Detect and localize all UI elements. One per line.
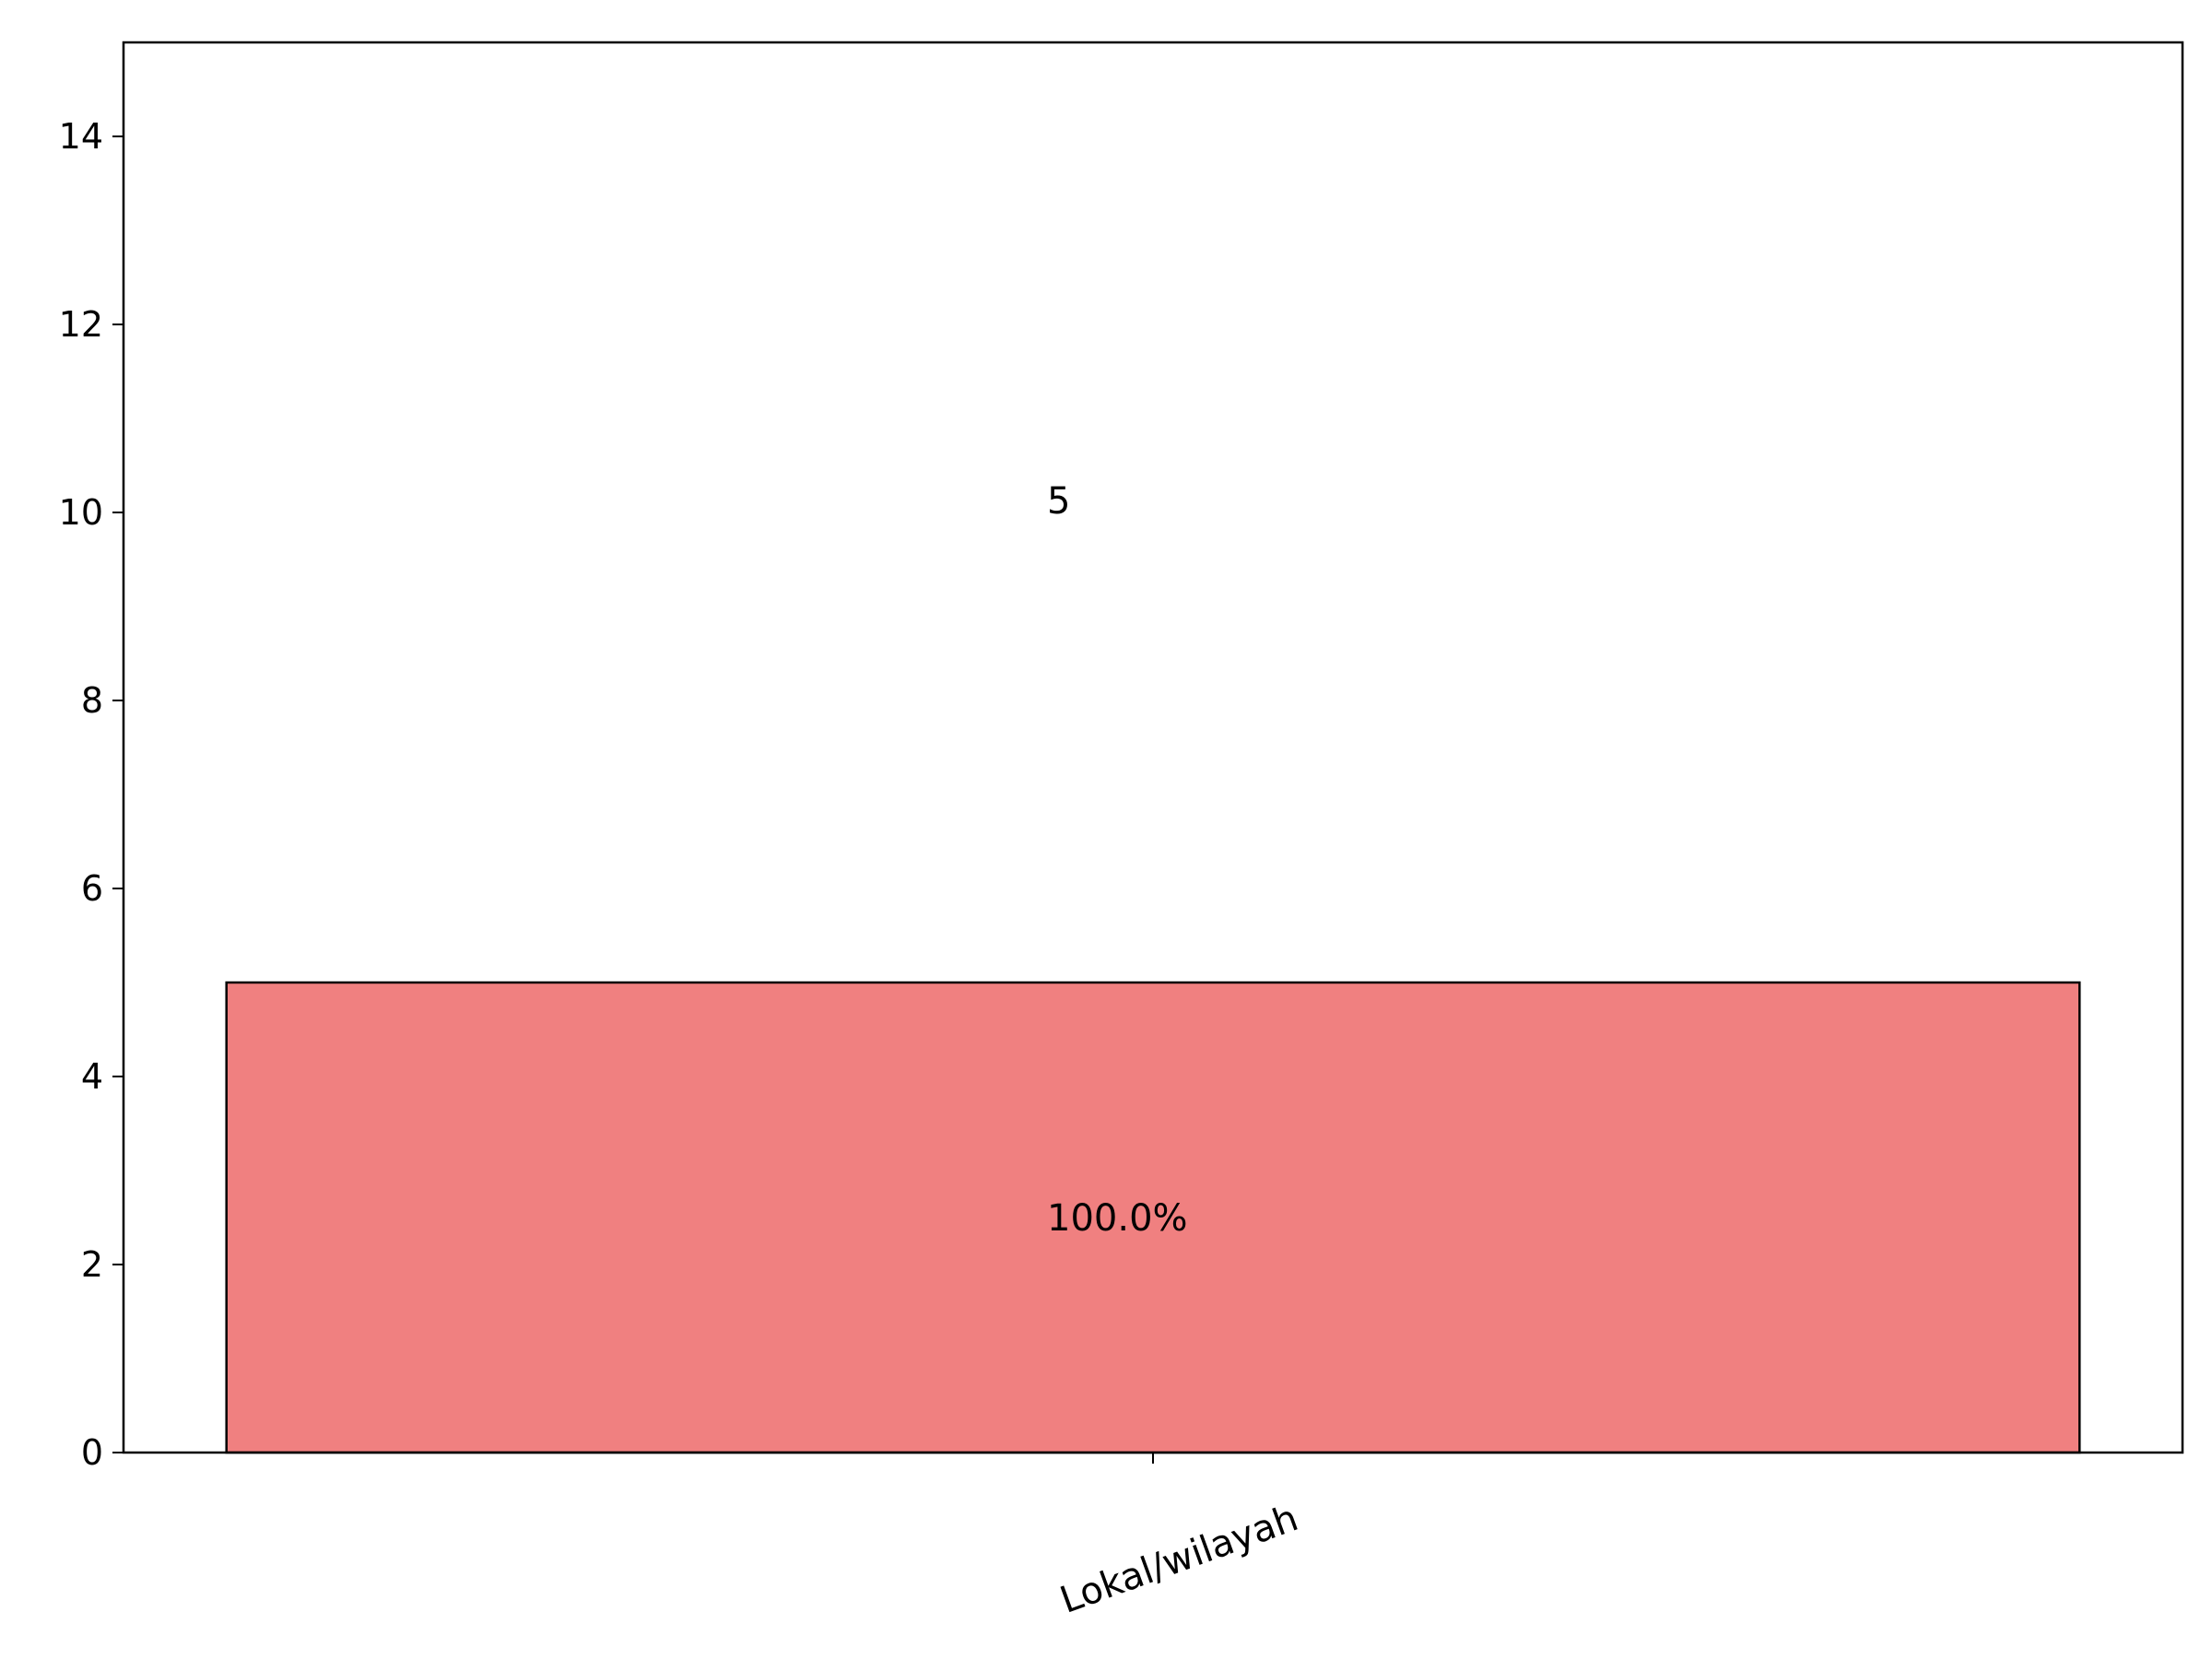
- data-label-value: 5: [1047, 480, 1070, 523]
- y-tick-label: 2: [81, 1244, 103, 1285]
- y-tick-label: 10: [59, 492, 103, 533]
- y-tick-label: 12: [59, 304, 103, 345]
- y-axis: 0 2 4 6 8 10 12 14: [59, 116, 124, 1473]
- y-tick-label: 8: [81, 680, 103, 721]
- bars-group: [225, 981, 2081, 1454]
- y-tick-label: 14: [59, 116, 103, 157]
- data-label-percent: 100.0%: [1047, 1197, 1188, 1240]
- y-tick-label: 6: [81, 868, 103, 909]
- y-tick-label: 0: [81, 1432, 103, 1473]
- y-tick-label: 4: [81, 1056, 103, 1097]
- bar-0: [225, 981, 2081, 1454]
- data-labels-group: 5 100.0%: [1047, 480, 1188, 1240]
